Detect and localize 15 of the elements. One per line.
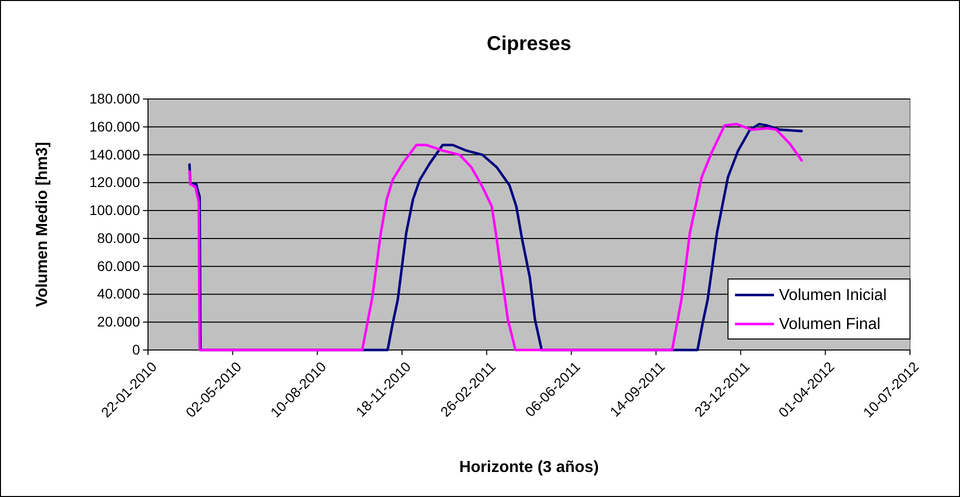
y-tick-label: 0 (132, 341, 140, 358)
y-tick-label: 180.000 (89, 90, 140, 106)
y-tick-label: 140.000 (89, 146, 140, 162)
x-axis-title: Horizonte (3 años) (459, 459, 599, 476)
y-axis-title: Volumen Medio [hm3] (34, 142, 51, 308)
y-tick-label: 100.000 (89, 202, 140, 218)
y-tick-label: 40.000 (97, 286, 140, 302)
y-tick-label: 120.000 (89, 174, 140, 190)
legend-label: Volumen Inicial (779, 287, 887, 304)
chart-title: Cipreses (486, 33, 572, 55)
y-tick-label: 60.000 (97, 258, 140, 274)
y-tick-label: 80.000 (97, 230, 140, 246)
y-tick-label: 20.000 (97, 314, 140, 330)
legend-label: Volumen Final (779, 316, 880, 333)
y-tick-label: 160.000 (89, 118, 140, 134)
